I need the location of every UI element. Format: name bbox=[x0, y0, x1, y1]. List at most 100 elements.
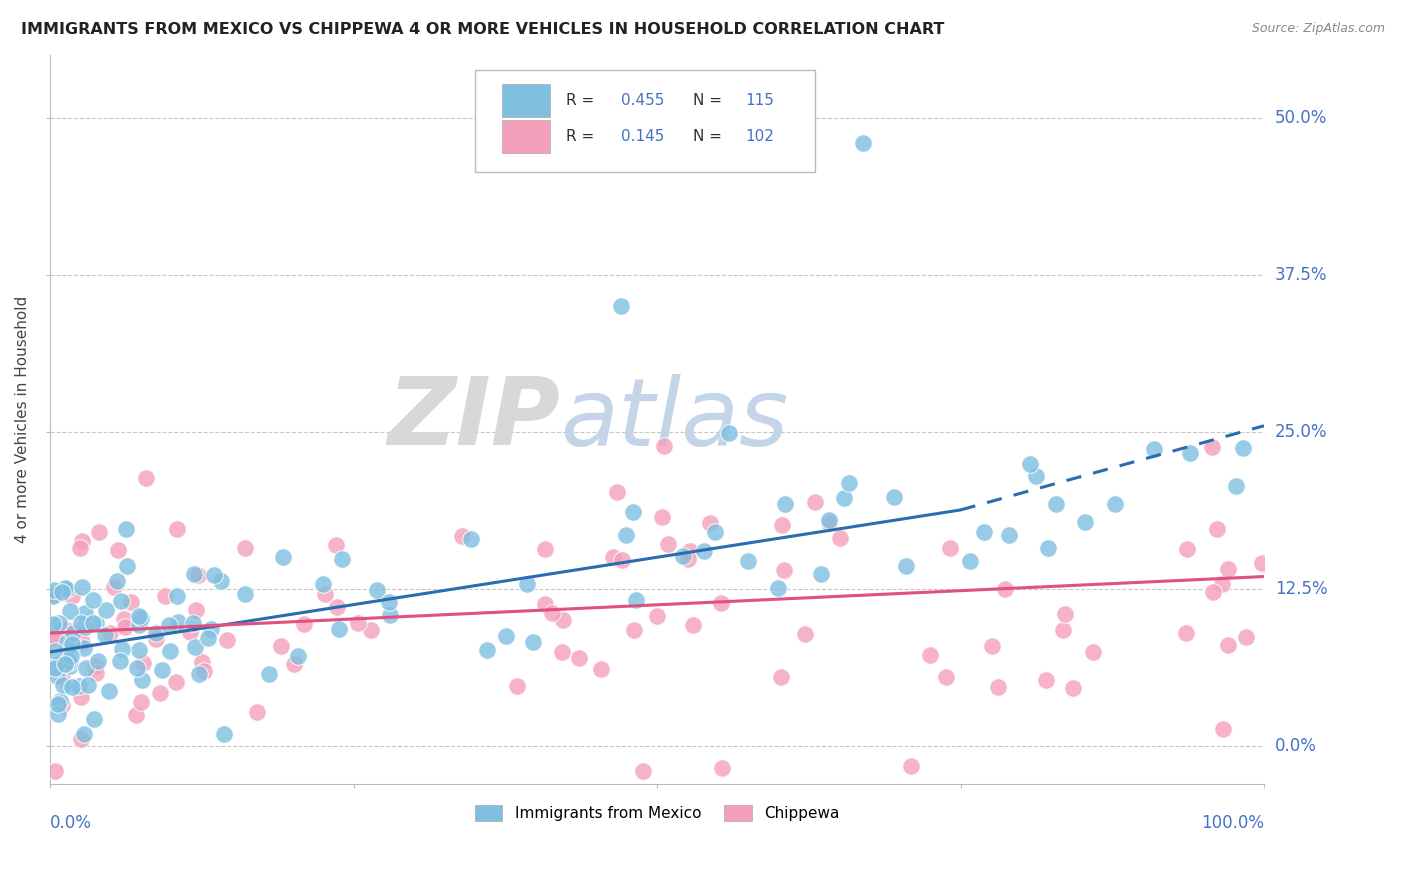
Point bbox=[852, 136, 875, 150]
Point bbox=[120, 595, 142, 609]
Point bbox=[70, 615, 93, 630]
Text: R =: R = bbox=[567, 93, 599, 108]
Point bbox=[1216, 638, 1239, 652]
Point bbox=[1175, 541, 1198, 556]
Point bbox=[1081, 645, 1104, 659]
Point bbox=[69, 541, 91, 555]
Point bbox=[737, 554, 759, 568]
Point bbox=[939, 541, 962, 555]
Point bbox=[46, 707, 69, 722]
Point bbox=[1035, 673, 1057, 688]
Point bbox=[84, 616, 107, 631]
Point bbox=[883, 491, 905, 505]
Text: R =: R = bbox=[567, 129, 599, 145]
Point bbox=[48, 616, 70, 631]
Point bbox=[84, 665, 107, 680]
Point bbox=[678, 552, 700, 566]
Point bbox=[1038, 541, 1060, 555]
Point bbox=[551, 613, 574, 627]
Point bbox=[682, 617, 704, 632]
Point bbox=[1045, 497, 1067, 511]
Point bbox=[44, 631, 66, 645]
Point bbox=[651, 509, 673, 524]
Point bbox=[818, 516, 841, 530]
Point bbox=[1062, 681, 1084, 695]
Point bbox=[193, 664, 215, 678]
Point bbox=[107, 542, 129, 557]
Point bbox=[60, 637, 83, 651]
Text: 50.0%: 50.0% bbox=[1275, 109, 1327, 127]
Point bbox=[59, 604, 82, 618]
Point bbox=[346, 615, 368, 630]
Point bbox=[166, 523, 188, 537]
Point bbox=[127, 661, 149, 675]
Point bbox=[606, 484, 628, 499]
Point bbox=[128, 618, 150, 632]
Text: IMMIGRANTS FROM MEXICO VS CHIPPEWA 4 OR MORE VEHICLES IN HOUSEHOLD CORRELATION C: IMMIGRANTS FROM MEXICO VS CHIPPEWA 4 OR … bbox=[21, 22, 945, 37]
Point bbox=[115, 522, 138, 536]
Text: 102: 102 bbox=[745, 129, 775, 145]
Point bbox=[72, 726, 94, 740]
Point bbox=[1025, 469, 1047, 483]
Text: 0.0%: 0.0% bbox=[51, 814, 91, 832]
Point bbox=[973, 524, 995, 539]
Point bbox=[87, 524, 110, 539]
Point bbox=[609, 300, 631, 314]
Point bbox=[325, 537, 347, 551]
Point bbox=[1250, 556, 1272, 570]
Point bbox=[44, 644, 66, 658]
Point bbox=[772, 564, 794, 578]
Point bbox=[98, 683, 121, 698]
Legend: Immigrants from Mexico, Chippewa: Immigrants from Mexico, Chippewa bbox=[468, 799, 845, 827]
Point bbox=[70, 580, 93, 594]
Point bbox=[70, 635, 93, 649]
Text: Source: ZipAtlas.com: Source: ZipAtlas.com bbox=[1251, 22, 1385, 36]
Point bbox=[115, 558, 138, 573]
Point bbox=[522, 635, 544, 649]
Point bbox=[125, 708, 148, 723]
Text: 115: 115 bbox=[745, 93, 775, 108]
Point bbox=[77, 678, 100, 692]
Point bbox=[550, 645, 572, 659]
Point bbox=[283, 657, 305, 671]
Point bbox=[623, 623, 645, 637]
Point bbox=[145, 626, 167, 640]
Point bbox=[45, 669, 67, 683]
Point bbox=[614, 527, 637, 541]
Point bbox=[506, 679, 529, 693]
Point bbox=[699, 516, 721, 530]
Text: 0.145: 0.145 bbox=[620, 129, 664, 145]
Point bbox=[710, 761, 733, 775]
Point bbox=[52, 678, 75, 692]
Point bbox=[75, 620, 97, 634]
Text: 25.0%: 25.0% bbox=[1275, 423, 1327, 441]
Point bbox=[132, 656, 155, 670]
Point bbox=[773, 497, 796, 511]
Point bbox=[450, 529, 472, 543]
Point bbox=[82, 592, 104, 607]
Point bbox=[994, 582, 1017, 597]
Point bbox=[70, 534, 93, 549]
Point bbox=[217, 633, 239, 648]
Point bbox=[1104, 497, 1126, 511]
Point bbox=[918, 648, 941, 663]
Point bbox=[1212, 722, 1234, 736]
Point bbox=[41, 589, 63, 603]
Point bbox=[150, 663, 173, 677]
Point bbox=[495, 629, 517, 643]
Point bbox=[105, 574, 128, 589]
Point bbox=[292, 617, 315, 632]
Point bbox=[657, 536, 679, 550]
Point bbox=[55, 635, 77, 649]
Point bbox=[135, 471, 157, 485]
Point bbox=[1019, 457, 1042, 471]
Point bbox=[53, 622, 76, 636]
Point bbox=[810, 567, 832, 582]
Point bbox=[45, 657, 67, 672]
Point bbox=[770, 670, 793, 684]
Point bbox=[610, 553, 633, 567]
Point bbox=[717, 426, 740, 441]
Point bbox=[103, 580, 125, 594]
Point bbox=[110, 654, 132, 668]
Point bbox=[75, 661, 97, 675]
